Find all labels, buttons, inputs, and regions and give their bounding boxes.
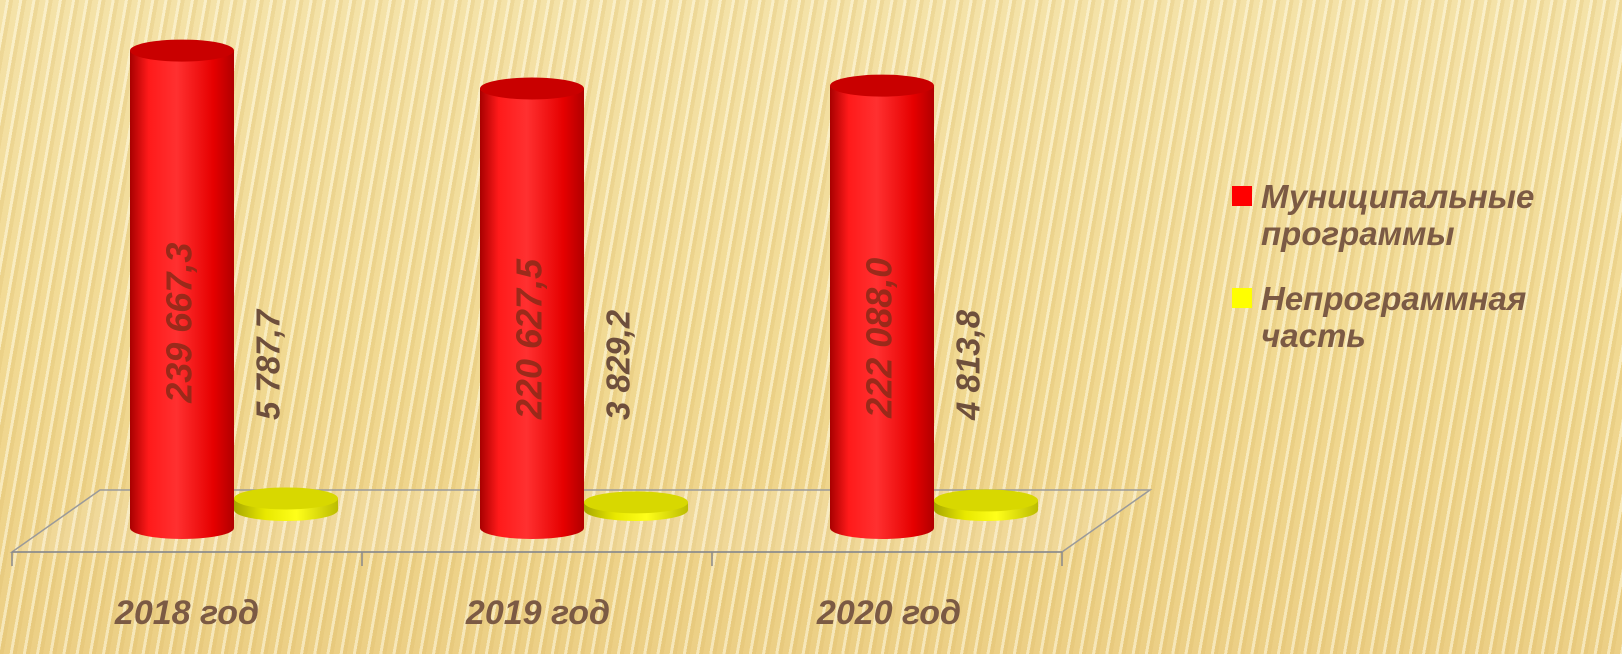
bar-nonprogram-1: 3 829,2 — [584, 309, 688, 521]
bar-municipal-1: 220 627,5 — [480, 77, 584, 540]
data-label: 222 088,0 — [859, 258, 900, 419]
legend: Муниципальные программы Непрограммная ча… — [1232, 178, 1617, 382]
cylinder-top — [480, 77, 584, 100]
legend-swatch-red — [1232, 186, 1252, 206]
bar-municipal-0: 239 667,3 — [130, 39, 234, 540]
cylinder-body — [480, 88, 584, 540]
cylinder-top — [830, 74, 934, 97]
bar-nonprogram-0: 5 787,7 — [234, 308, 338, 521]
legend-item-nonprogram: Непрограммная часть — [1232, 280, 1617, 354]
data-label: 220 627,5 — [509, 258, 550, 420]
x-tick-label: 2020 год — [816, 594, 961, 632]
legend-item-municipal: Муниципальные программы — [1232, 178, 1617, 252]
data-label: 3 829,2 — [600, 309, 637, 420]
x-axis-labels: 2018 год 2019 год 2020 год — [114, 594, 961, 632]
data-label: 5 787,7 — [250, 308, 287, 420]
x-tick-label: 2018 год — [114, 594, 259, 632]
bar-municipal-2: 222 088,0 — [830, 74, 934, 539]
bar-nonprogram-2: 4 813,8 — [934, 309, 1038, 521]
x-tick-label: 2019 год — [465, 594, 610, 632]
bars-layer: 239 667,3 5 787,7 220 627,5 3 829,2 222 088,… — [130, 39, 1038, 540]
data-label: 4 813,8 — [950, 309, 987, 421]
data-label: 239 667,3 — [159, 243, 200, 404]
cylinder-top — [130, 39, 234, 62]
cylinder-top — [234, 487, 338, 510]
cylinder-top — [934, 489, 1038, 512]
cylinder-top — [584, 491, 688, 514]
legend-swatch-yellow — [1232, 288, 1252, 308]
legend-label-nonprogram: Непрограммная часть — [1261, 280, 1527, 354]
cylinder-body — [130, 50, 234, 540]
cylinder-body — [830, 85, 934, 539]
legend-label-municipal: Муниципальные программы — [1261, 178, 1535, 252]
